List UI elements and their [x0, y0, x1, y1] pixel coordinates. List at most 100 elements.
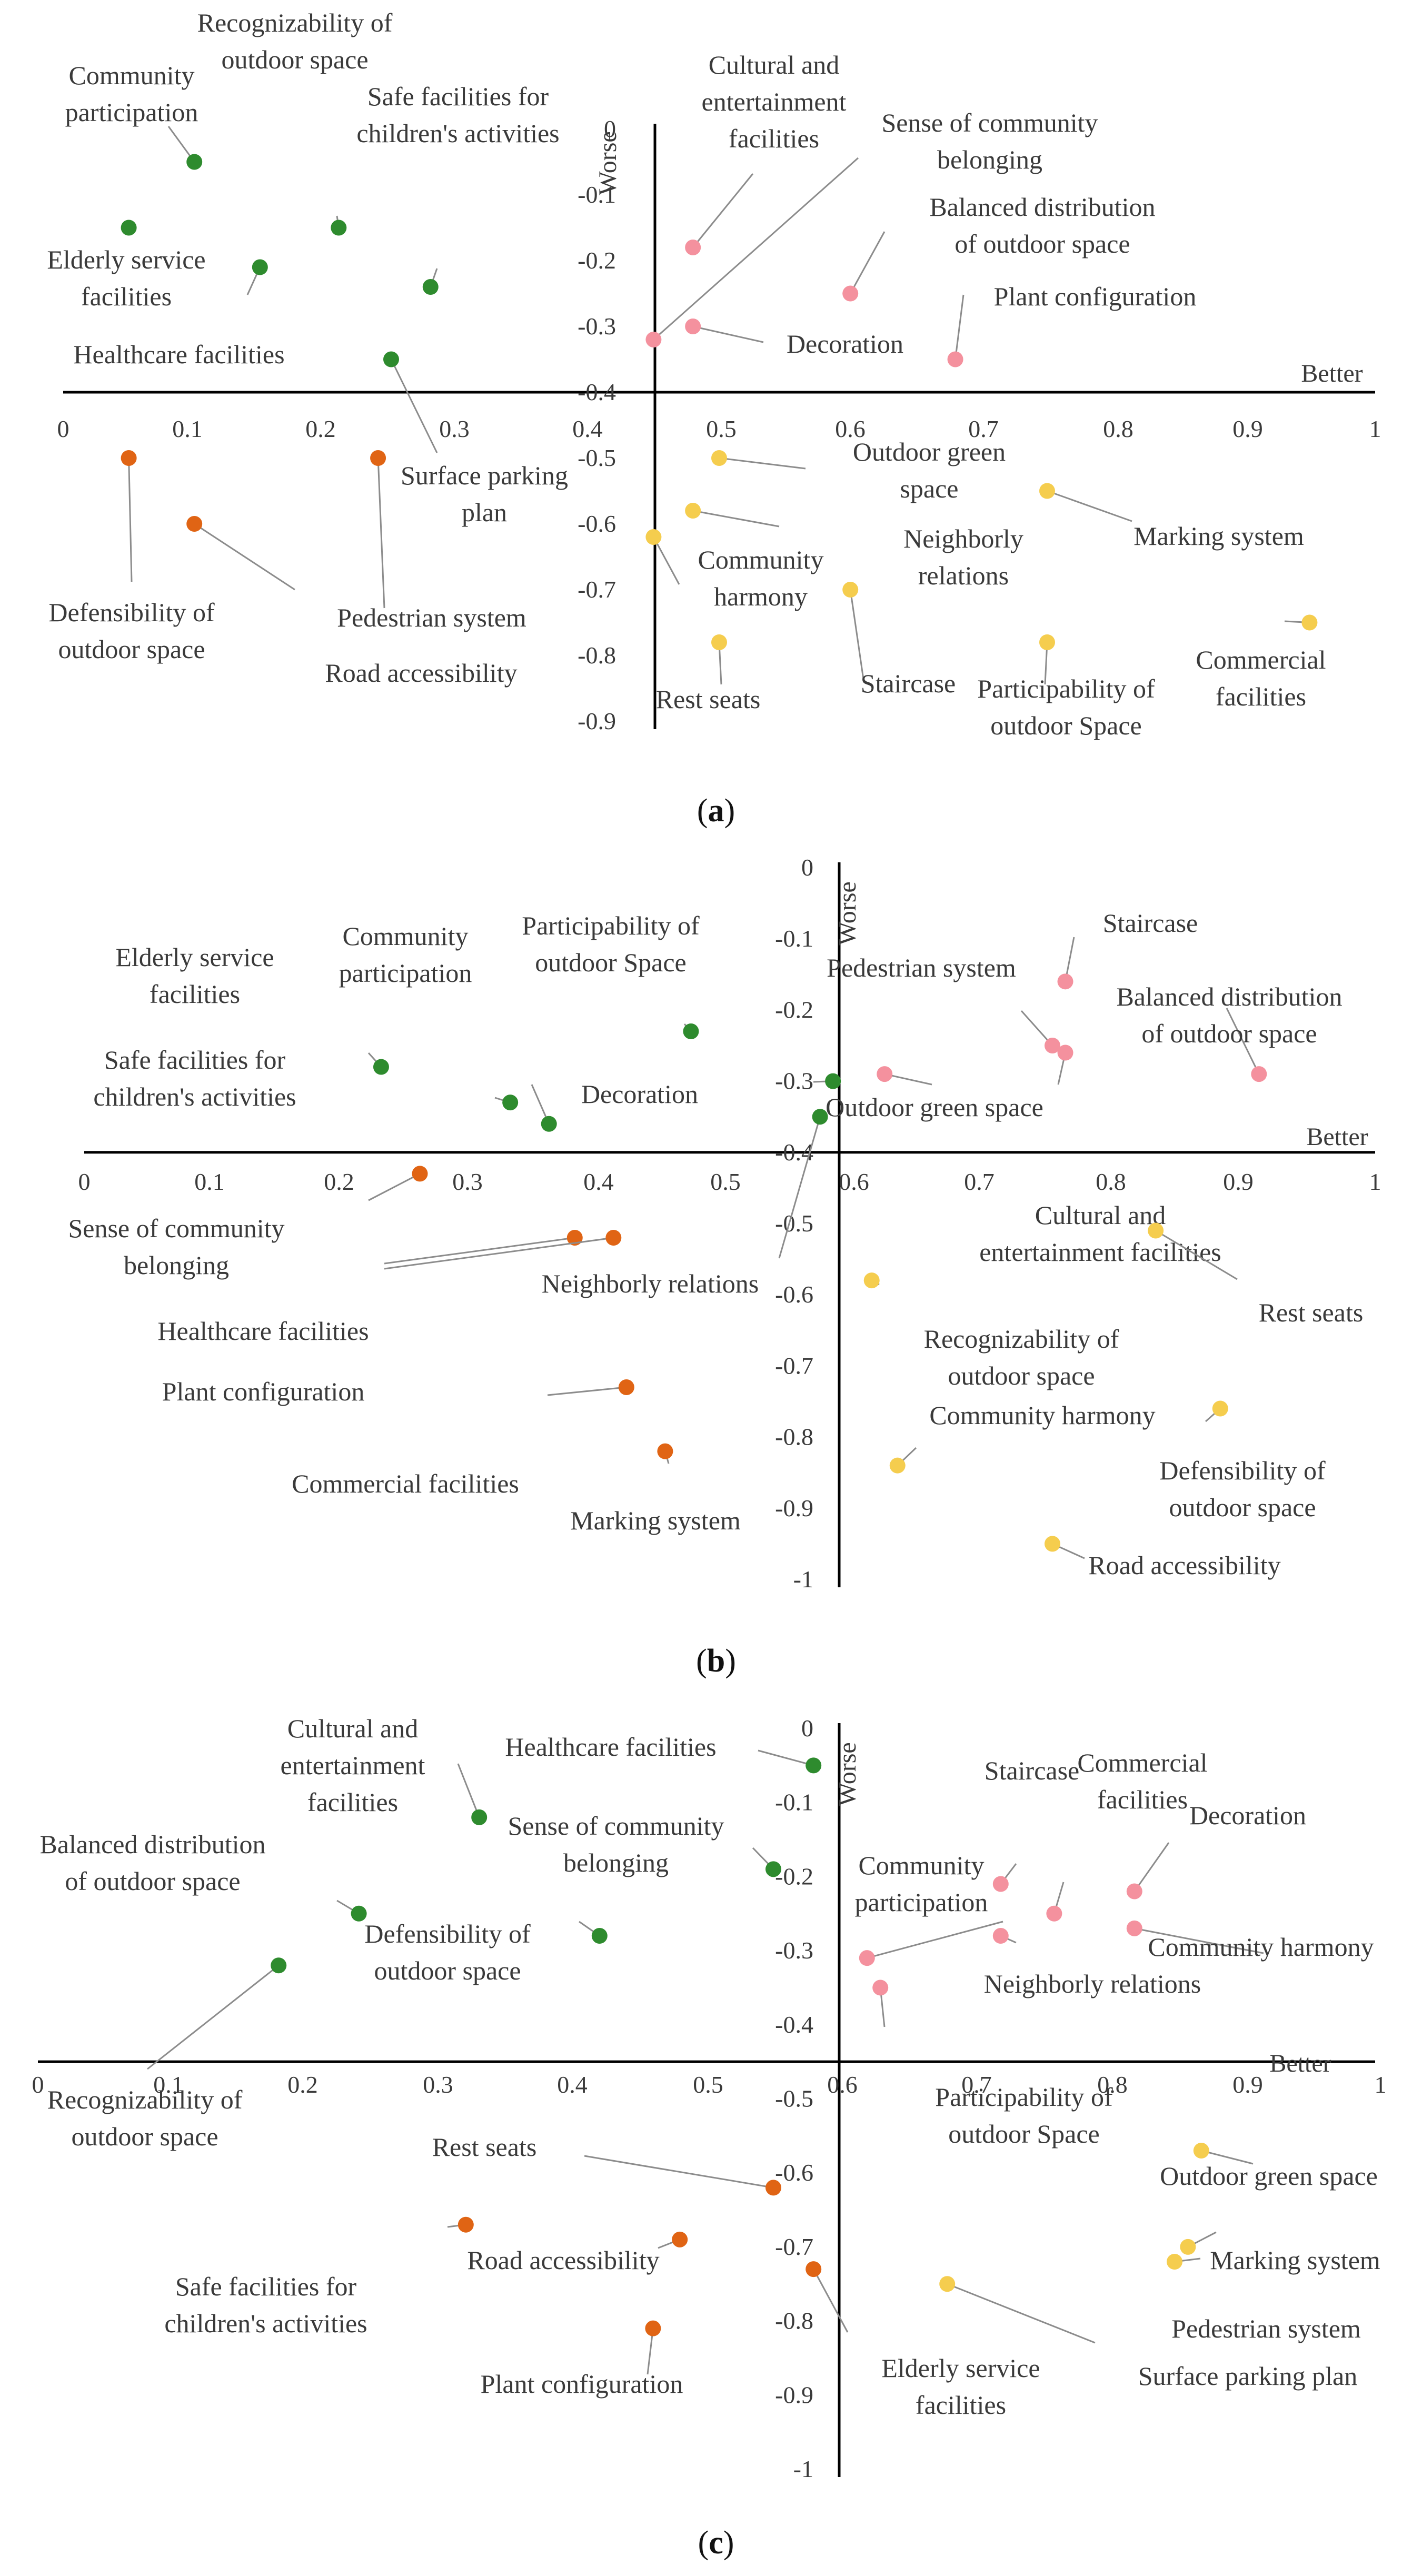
x-tick-label: 1 [1369, 1168, 1381, 1195]
point-outdoor-green-space [1193, 2142, 1209, 2159]
x-tick-label: 0.1 [172, 415, 203, 442]
leader-line [692, 510, 780, 528]
leader-line [849, 589, 864, 680]
point-neighborly-relations [992, 1927, 1009, 1944]
label-elderly-service-facilities: Elderly service facilities [881, 2353, 1040, 2420]
leader-line [384, 1237, 575, 1265]
point-decoration [1126, 1883, 1142, 1899]
x-axis-title: Better [1306, 1123, 1368, 1151]
label-healthcare-facilities: Healthcare facilities [73, 340, 284, 369]
caption-c: (c) [698, 2525, 734, 2561]
label-rest-seats: Rest seats [1259, 1298, 1364, 1327]
label-neighborly-relations: Neighborly relations [984, 1969, 1201, 1998]
point-outdoor-green-space [877, 1066, 893, 1082]
label-neighborly-relations: Neighborly relations [903, 524, 1023, 590]
point-healthcare-facilities [806, 1757, 822, 1774]
y-tick-label: -0.3 [775, 1937, 813, 1964]
label-recognizability-of-outdoor-space: Recognizability of outdoor space [47, 2085, 243, 2151]
chart-c: 0 0.1 0.2 0.3 0.4 0.5 0.6 0.7 0.8 0.9 1 0 -0.1 -0.2 -0… [32, 1714, 1387, 2561]
y-tick-label: -0.3 [775, 1068, 813, 1095]
point-healthcare-facilities [252, 259, 268, 275]
label-marking-system: Marking system [570, 1506, 741, 1535]
label-outdoor-green-space: Outdoor green space [853, 437, 1006, 503]
x-tick-label: 0.8 [1096, 1168, 1126, 1195]
x-tick-label: 0.8 [1103, 415, 1133, 442]
leader-line [867, 1921, 1003, 1959]
x-tick-label: 0.3 [452, 1168, 483, 1195]
point-defensibility-of-outdoor-space [591, 1927, 608, 1944]
label-plant-configuration: Plant configuration [994, 282, 1197, 311]
point-elderly-service-facilities [121, 220, 137, 236]
leader-line [1133, 1842, 1170, 1892]
point-community-harmony [1126, 1920, 1142, 1936]
label-sense-of-community-belonging: Sense of community belonging [881, 108, 1098, 174]
leader-line [1201, 2150, 1254, 2165]
label-neighborly-relations: Neighborly relations [542, 1269, 759, 1298]
label-pedestrian-system: Pedestrian system [827, 953, 1016, 982]
leader-line [1047, 490, 1132, 522]
label-healthcare-facilities: Healthcare facilities [505, 1732, 716, 1762]
label-staircase: Staircase [985, 1756, 1079, 1785]
label-outdoor-green-space: Outdoor green space [1160, 2161, 1378, 2191]
label-recognizability-of-outdoor-space: Recognizability of outdoor space [197, 8, 393, 74]
leader-line [547, 1386, 627, 1396]
label-cultural-and-entertainment-facilities: Cultural and entertainment facilities [281, 1714, 425, 1817]
point-road-accessibility [672, 2231, 688, 2247]
y-tick-label: -0.6 [775, 2159, 813, 2186]
y-tick-label: -0.8 [578, 642, 616, 669]
label-balanced-distribution-of-outdoor-space: Balanced distribution of outdoor space [1116, 982, 1342, 1048]
caption-a: (a) [697, 793, 735, 829]
x-tick-label: 0.5 [710, 1168, 741, 1195]
point-rest-seats [1148, 1222, 1164, 1239]
x-tick-label: 0.7 [964, 1168, 995, 1195]
label-community-harmony: Community harmony [698, 545, 824, 611]
label-pedestrian-system: Pedestrian system [1171, 2314, 1361, 2343]
chart-a: 0 0.1 0.2 0.3 0.4 0.5 0.6 0.7 0.8 0.9 1 0 -0.1 -0.2 -0… [47, 8, 1381, 829]
point-decoration [685, 319, 701, 334]
x-tick-label: 0.7 [961, 2071, 992, 2098]
label-cultural-and-entertainment-facilities: Cultural and entertainment facilities [702, 50, 847, 153]
point-safe-facilities-for-children-s-activities [458, 2216, 474, 2233]
label-community-participation: Community participation [339, 921, 472, 988]
x-tick-label: 0.6 [827, 2071, 858, 2098]
y-tick-label: -0.5 [775, 2085, 813, 2112]
point-decoration [825, 1073, 841, 1089]
y-axis-title: Worse [833, 1742, 861, 1806]
leader-line [954, 294, 964, 360]
y-tick-label: -0.1 [775, 1789, 813, 1816]
label-road-accessibility: Road accessibility [467, 2245, 659, 2275]
leader-line [812, 2269, 849, 2333]
point-recognizability-of-outdoor-space [331, 220, 347, 236]
y-tick-label: 0 [801, 1715, 813, 1742]
point-community-harmony [645, 529, 662, 545]
y-tick-label: -0.3 [578, 313, 616, 340]
y-tick-label: -1 [793, 1566, 813, 1593]
label-sense-of-community-belonging: Sense of community belonging [68, 1214, 284, 1280]
point-surface-parking-plan [939, 2276, 956, 2292]
point-plant-configuration [947, 351, 963, 367]
label-safe-facilities-for-children-s-activities: Safe facilities for children's activities [164, 2272, 367, 2338]
x-tick-label: 0.3 [439, 415, 470, 442]
point-commercial-facilities [1301, 614, 1318, 631]
point-plant-configuration [605, 1230, 622, 1246]
x-tick-label: 0.4 [583, 1168, 614, 1195]
x-tick-label: 0.9 [1232, 2071, 1263, 2098]
point-participability-of-outdoor-space [683, 1023, 699, 1039]
point-elderly-service-facilities [806, 2261, 822, 2277]
point-cultural-and-entertainment-facilities [471, 1809, 488, 1825]
label-participability-of-outdoor-space: Participability of outdoor Space [935, 2082, 1113, 2149]
x-tick-label: 0.2 [324, 1168, 354, 1195]
y-tick-label: -0.6 [775, 1281, 813, 1308]
point-sense-of-community-belonging [765, 1861, 781, 1877]
x-tick-label: 0.2 [287, 2071, 318, 2098]
x-tick-label: 0.5 [693, 2071, 723, 2098]
y-tick-label: -0.5 [775, 1210, 813, 1237]
x-tick-label: 0.4 [572, 415, 603, 442]
x-tick-label: 0.6 [835, 415, 866, 442]
point-commercial-facilities [618, 1379, 634, 1395]
label-rest-seats: Rest seats [432, 2132, 537, 2162]
point-marking-system [1039, 483, 1055, 499]
x-tick-label: 0.9 [1232, 415, 1263, 442]
point-marking-system [1180, 2239, 1196, 2255]
leader-line [884, 1073, 932, 1086]
